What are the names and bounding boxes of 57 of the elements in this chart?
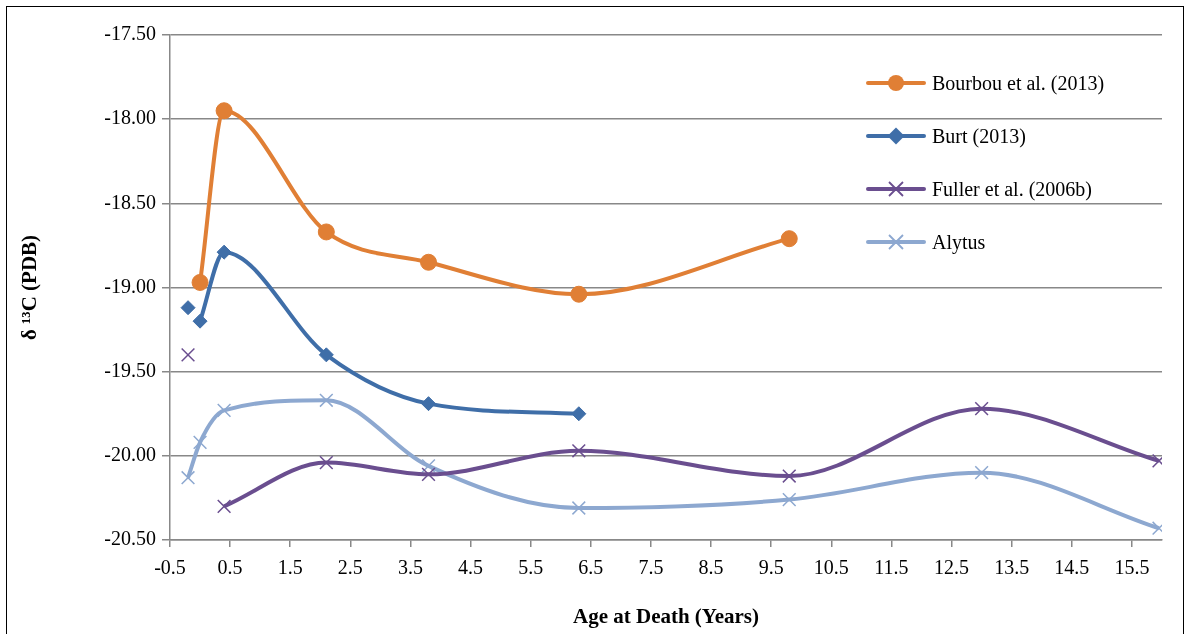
point <box>780 230 798 248</box>
point <box>782 492 797 507</box>
point <box>420 253 438 271</box>
x-tick-label: 12.5 <box>934 556 970 579</box>
x-axis-title: Age at Death (Years) <box>572 603 760 628</box>
point <box>421 396 437 412</box>
point <box>421 458 436 474</box>
point <box>319 393 334 408</box>
x-tick-label: 5.5 <box>518 556 544 579</box>
x-tick-label: 2.5 <box>337 556 363 579</box>
point <box>318 347 334 363</box>
point <box>216 244 232 260</box>
x-tick-label: 6.5 <box>578 556 604 579</box>
x-tick-label: 4.5 <box>458 556 484 579</box>
y-axis-title: δ ¹³C (PDB) <box>17 234 42 341</box>
y-tick-label: -20.50 <box>104 527 156 550</box>
y-tick-label: -17.50 <box>104 22 156 45</box>
point <box>782 468 797 484</box>
point <box>192 435 208 450</box>
point <box>974 401 989 416</box>
x-tick-label: 13.5 <box>994 556 1030 579</box>
y-tick-label: -19.50 <box>104 358 156 381</box>
point <box>571 500 586 516</box>
y-tick-label: -20.00 <box>104 443 156 466</box>
legend-label: Alytus <box>932 230 986 254</box>
point <box>571 406 587 422</box>
point <box>421 467 436 482</box>
x-tick-label: 9.5 <box>758 556 784 579</box>
y-tick-label: -18.50 <box>104 190 156 213</box>
point <box>317 223 335 241</box>
x-tick-label: 3.5 <box>397 556 423 579</box>
point <box>191 273 209 291</box>
point <box>571 443 586 458</box>
x-tick-label: 1.5 <box>277 556 303 579</box>
x-tick-label: 11.5 <box>874 556 909 579</box>
legend-label: Fuller et al. (2006b) <box>932 177 1092 201</box>
x-tick-label: 10.5 <box>813 556 849 579</box>
x-tick-label: 8.5 <box>698 556 724 579</box>
x-tick-label: 15.5 <box>1114 556 1150 579</box>
point <box>217 403 232 418</box>
point <box>974 465 989 480</box>
point <box>180 470 196 485</box>
point <box>217 499 232 514</box>
x-tick-label: -0.5 <box>154 556 186 579</box>
x-tick-label: 7.5 <box>638 556 664 579</box>
point <box>570 285 588 303</box>
x-tick-label: 14.5 <box>1054 556 1090 579</box>
x-tick-label: 0.5 <box>217 556 243 579</box>
point <box>180 347 196 362</box>
legend-label: Bourbou et al. (2013) <box>932 71 1105 95</box>
point <box>319 455 334 470</box>
y-tick-label: -18.00 <box>104 106 156 129</box>
legend-label: Burt (2013) <box>932 124 1026 148</box>
y-tick-label: -19.00 <box>104 274 156 297</box>
point <box>215 102 233 120</box>
point <box>180 300 196 316</box>
point <box>192 313 208 329</box>
